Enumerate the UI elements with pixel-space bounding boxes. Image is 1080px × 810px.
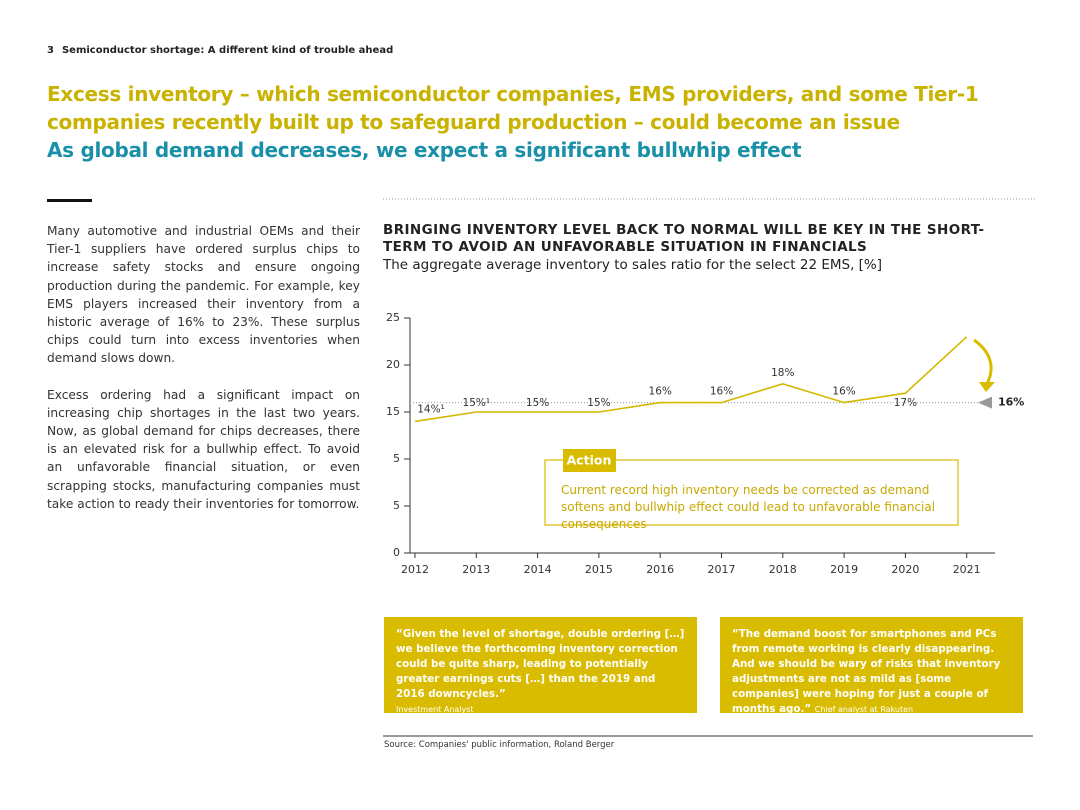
quote-source: Investment Analyst bbox=[396, 705, 474, 714]
annotation-label: Action bbox=[567, 453, 612, 468]
source-note: Source: Companies' public information, R… bbox=[384, 740, 615, 750]
quote-box: “The demand boost for smartphones and PC… bbox=[720, 617, 1023, 715]
y-tick-label: 20 bbox=[386, 358, 400, 371]
x-tick-label: 2013 bbox=[462, 563, 490, 576]
chart-title: Bringing inventory level back to normal … bbox=[383, 222, 985, 255]
page-header: 3 Semiconductor shortage: A different kin… bbox=[47, 45, 401, 56]
annotation-box bbox=[544, 459, 959, 526]
value-label: 17% bbox=[894, 397, 917, 409]
y-tick-label: 5 bbox=[393, 452, 400, 465]
y-tick-label: 15 bbox=[386, 405, 400, 418]
value-label: 16% bbox=[710, 386, 733, 398]
quote-source: Chief analyst at Rakuten bbox=[814, 705, 914, 714]
x-tick-label: 2018 bbox=[769, 563, 797, 576]
section-title: Semiconductor shortage: A different kind… bbox=[61, 45, 394, 56]
headline: As global demand decreases, we expect a … bbox=[47, 138, 802, 162]
reference-label: 16% bbox=[998, 396, 1024, 409]
arrow bbox=[973, 338, 993, 385]
title-line: Excess inventory – which semiconductor c… bbox=[47, 82, 979, 106]
page-number: 3 bbox=[47, 45, 54, 56]
value-label: 14%¹ bbox=[417, 403, 445, 415]
value-label: 16% bbox=[649, 386, 672, 398]
x-tick-label: 2021 bbox=[953, 563, 981, 576]
quote-text: “Given the level of shortage, double ord… bbox=[396, 628, 685, 700]
value-label: 15% bbox=[526, 397, 549, 409]
x-tick-label: 2020 bbox=[891, 563, 919, 576]
body-text: Many automotive and industrial OEMs and … bbox=[47, 222, 360, 531]
y-tick-label: 25 bbox=[386, 311, 400, 324]
x-tick-label: 2017 bbox=[708, 563, 736, 576]
value-label: 15%¹ bbox=[463, 397, 491, 409]
x-tick-label: 2015 bbox=[585, 563, 613, 576]
value-label: 15% bbox=[587, 397, 610, 409]
divider bbox=[47, 199, 92, 202]
paragraph: Many automotive and industrial OEMs and … bbox=[47, 224, 360, 366]
annotation-tag bbox=[563, 449, 616, 472]
y-tick-label: 0 bbox=[393, 546, 400, 559]
title-line: companies recently built up to safeguard… bbox=[47, 110, 900, 134]
annotation-text: Current record high inventory needs be c… bbox=[561, 483, 936, 531]
paragraph: Excess ordering had a significant impact… bbox=[47, 387, 360, 511]
data-line bbox=[414, 336, 968, 423]
quote-box: “Given the level of shortage, double ord… bbox=[384, 617, 697, 714]
value-label: 18% bbox=[771, 367, 794, 379]
x-tick-label: 2014 bbox=[524, 563, 552, 576]
x-tick-label: 2012 bbox=[401, 563, 429, 576]
arrow-head bbox=[979, 382, 995, 392]
quote-text: “The demand boost for smartphones and PC… bbox=[732, 628, 1001, 715]
chart-subtitle: The aggregate average inventory to sales… bbox=[383, 257, 883, 273]
x-tick-label: 2016 bbox=[646, 563, 674, 576]
x-tick-label: 2019 bbox=[830, 563, 858, 576]
reference-marker bbox=[978, 396, 992, 409]
y-tick-label: 5 bbox=[393, 499, 400, 512]
value-label: 16% bbox=[832, 386, 855, 398]
